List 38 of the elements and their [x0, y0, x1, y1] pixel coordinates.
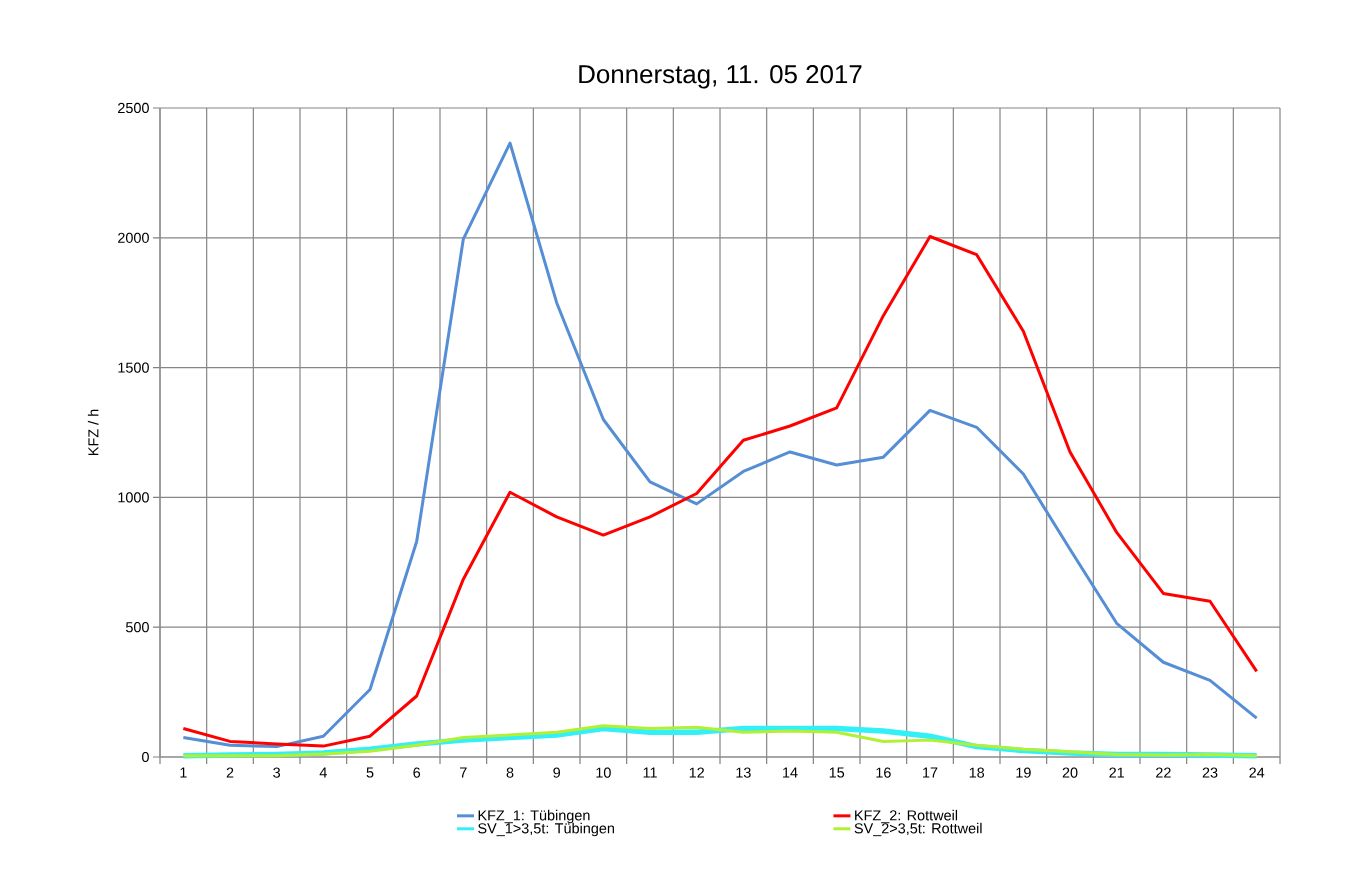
legend-label: SV_1>3,5t: Tübingen — [478, 822, 614, 837]
x-tick-label: 11 — [643, 767, 657, 778]
x-tick-label: 17 — [923, 767, 938, 778]
x-tick-label: 15 — [829, 767, 845, 778]
x-tick-label: 5 — [366, 767, 374, 778]
y-tick-label: 0 — [142, 751, 149, 763]
x-tick-label: 1 — [180, 767, 187, 778]
x-tick-label: 2 — [226, 767, 234, 778]
y-tick-label: 1000 — [118, 492, 149, 503]
legend-label: KFZ_2: Rottweil — [855, 809, 958, 824]
y-tick-label: 1500 — [118, 362, 149, 373]
line-series — [181, 235, 1259, 748]
x-tick-label: 4 — [319, 767, 327, 778]
x-tick-label: 3 — [273, 767, 281, 778]
y-tick-label: 2000 — [118, 232, 149, 243]
x-tick-label: 20 — [1062, 767, 1078, 778]
legend-label: SV_2>3,5t: Rottweil — [854, 822, 982, 837]
x-tick-label: 9 — [553, 767, 561, 778]
x-tick-label: 7 — [460, 767, 467, 778]
x-tick-label: 22 — [1156, 767, 1171, 778]
y-tick-label: 2500 — [118, 102, 149, 114]
x-tick-label: 16 — [876, 767, 891, 778]
x-tick-label: 24 — [1249, 767, 1265, 778]
y-tick-label: 500 — [125, 622, 149, 633]
x-tick-label: 10 — [596, 767, 611, 778]
y-axis-title: KFZ / h — [87, 409, 99, 455]
line-series — [181, 141, 1259, 749]
x-tick-label: 6 — [413, 767, 421, 778]
x-tick-label: 8 — [506, 767, 514, 778]
x-tick-label: 18 — [969, 767, 985, 778]
legend-label: KFZ_1: Tübingen — [478, 809, 590, 824]
x-tick-label: 12 — [689, 767, 704, 778]
x-tick-label: 21 — [1109, 767, 1124, 778]
chart-title: Donnerstag, 11. 05 2017 — [579, 65, 862, 89]
x-tick-label: 13 — [736, 767, 751, 778]
x-tick-label: 19 — [1016, 767, 1031, 778]
x-tick-label: 23 — [1202, 767, 1218, 778]
x-tick-label: 14 — [783, 767, 798, 778]
